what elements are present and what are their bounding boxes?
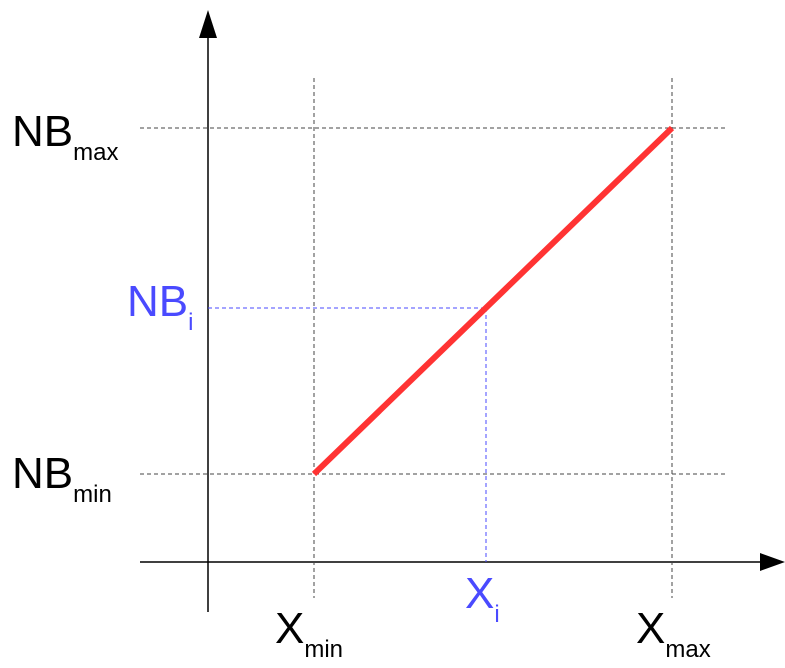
label-nb-min-sub: min (73, 481, 112, 508)
label-x-max: Xmax (636, 604, 711, 663)
label-x-i-main: X (465, 569, 494, 618)
y-axis-arrowhead (199, 10, 217, 38)
label-x-i: Xi (465, 569, 500, 628)
label-nb-i: NBi (127, 277, 193, 336)
label-x-min: Xmin (275, 604, 343, 663)
label-nb-i-main: NB (127, 277, 188, 326)
label-x-max-main: X (636, 604, 665, 653)
mapping-line (311, 125, 675, 477)
label-x-min-main: X (275, 604, 304, 653)
label-nb-max-main: NB (12, 107, 73, 156)
label-x-min-sub: min (304, 636, 343, 663)
label-nb-i-sub: i (188, 309, 193, 336)
label-nb-min-main: NB (12, 449, 73, 498)
label-x-i-sub: i (494, 601, 499, 628)
label-nb-max: NBmax (12, 107, 118, 166)
x-axis-arrowhead (760, 553, 785, 571)
label-nb-min: NBmin (12, 449, 112, 508)
label-nb-max-sub: max (73, 139, 118, 166)
label-x-max-sub: max (665, 636, 710, 663)
